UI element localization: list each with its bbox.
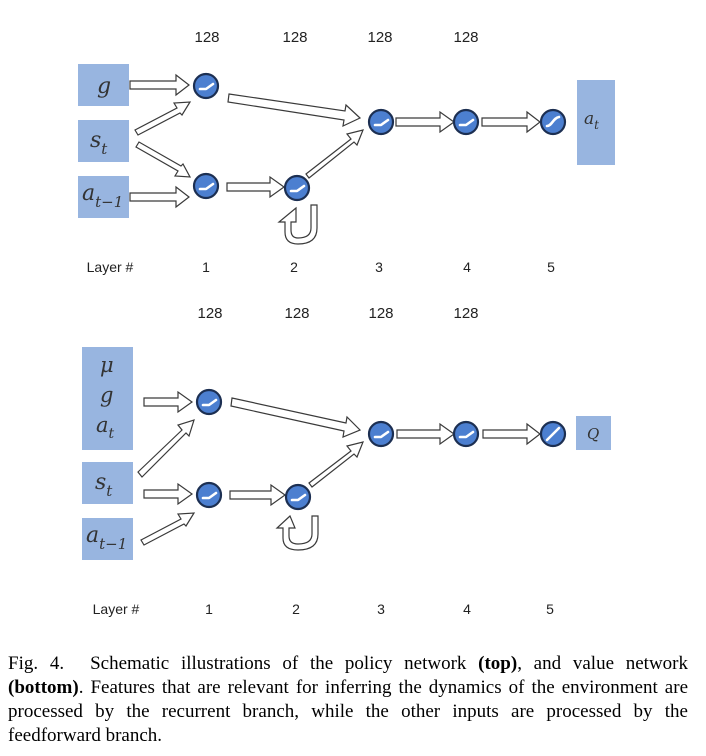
arrow-l4-to-l5 [482, 422, 541, 446]
relu-node-layer-3 [367, 420, 395, 448]
arrow-st-to-l1b [143, 482, 194, 506]
layer-number-2: 2 [290, 259, 298, 275]
output-box-at [577, 80, 615, 165]
arrow-st-to-l1 [134, 101, 192, 136]
relu-node-layer-2 [283, 174, 311, 202]
layer-number-2: 2 [292, 601, 300, 617]
arrow-l1-to-l3 [230, 397, 362, 438]
tanh-node-layer-5 [539, 108, 567, 136]
unit-count-layer-1: 128 [197, 305, 222, 322]
linear-node-layer-5 [539, 420, 567, 448]
arrow-l1b-to-l2 [226, 175, 286, 199]
value-network: 128 128 128 128 μ g at st at−1 Q [82, 305, 611, 617]
layer-number-3: 3 [377, 601, 385, 617]
input-box-mu-g-at [82, 347, 133, 450]
caption-text-3: . Features that are relevant for inferri… [8, 677, 688, 746]
policy-network: 128 128 128 128 g st at−1 at L [78, 29, 615, 275]
arrow-st-to-l1b [135, 141, 192, 178]
input-box-st [78, 120, 129, 162]
arrow-group-to-l1 [143, 390, 194, 414]
arrow-l2-to-l3 [305, 129, 364, 179]
input-box-g [78, 64, 129, 106]
layer-number-5: 5 [547, 259, 555, 275]
relu-node-layer-1-recurrent-branch [192, 172, 220, 200]
output-box-q [576, 416, 611, 450]
arrow-l3-to-l4 [396, 422, 456, 446]
input-box-at-1 [82, 518, 133, 560]
arrow-l3-to-l4 [395, 110, 456, 134]
layer-axis-label: Layer # [93, 601, 140, 617]
layer-number-1: 1 [202, 259, 210, 275]
relu-node-layer-1 [192, 72, 220, 100]
input-label-a-prev: at−1 [86, 523, 127, 553]
layer-number-4: 4 [463, 259, 471, 275]
relu-node-layer-4 [452, 420, 480, 448]
layer-number-4: 4 [463, 601, 471, 617]
output-label-q: Q [587, 425, 599, 443]
network-diagram: 128 128 128 128 g st at−1 at L [78, 29, 615, 617]
output-label-at: at [584, 109, 599, 132]
arrow-g-to-l1 [129, 73, 190, 97]
arrow-st-to-l1 [137, 419, 195, 478]
unit-count-layer-2: 128 [282, 29, 307, 46]
unit-count-layer-4: 128 [453, 29, 478, 46]
arrow-l1-to-l3 [227, 93, 362, 128]
arrow-l4-to-l5 [481, 110, 541, 134]
input-label-s: st [95, 470, 113, 500]
arrow-at1-to-l1b [140, 512, 196, 546]
caption-text-2: , and value network [517, 653, 688, 674]
caption-bold-bottom: (bottom) [8, 677, 79, 698]
input-box-at-1 [78, 176, 129, 218]
recurrent-loop-value [275, 514, 319, 551]
caption-text-1: Schematic illustrations of the policy ne… [90, 653, 479, 674]
caption-bold-top: (top) [478, 653, 518, 674]
layer-number-5: 5 [546, 601, 554, 617]
input-box-st [82, 462, 133, 504]
layer-number-3: 3 [375, 259, 383, 275]
recurrent-loop-policy [277, 204, 318, 245]
relu-node-layer-1 [195, 388, 223, 416]
input-label-a-prev: at−1 [82, 181, 123, 211]
arrow-l2-to-l3 [308, 441, 364, 488]
unit-count-layer-1: 128 [194, 29, 219, 46]
input-label-a: at [96, 413, 115, 442]
unit-count-layer-2: 128 [284, 305, 309, 322]
arrow-l1b-to-l2 [229, 483, 287, 507]
unit-count-layer-3: 128 [368, 305, 393, 322]
relu-node-layer-1-recurrent-branch [195, 481, 223, 509]
input-label-g: g [97, 74, 111, 99]
input-label-g: g [100, 383, 113, 407]
layer-number-1: 1 [205, 601, 213, 617]
arrow-at1-to-l1b [129, 185, 190, 209]
relu-node-layer-2 [284, 483, 312, 511]
relu-node-layer-4 [452, 108, 480, 136]
unit-count-layer-3: 128 [367, 29, 392, 46]
layer-axis-label: Layer # [87, 259, 134, 275]
figure-label: Fig. 4. [8, 653, 65, 674]
input-label-s: st [90, 128, 108, 158]
figure-caption: Fig. 4. Schematic illustrations of the po… [8, 652, 688, 748]
relu-node-layer-3 [367, 108, 395, 136]
input-label-mu: μ [100, 353, 114, 377]
unit-count-layer-4: 128 [453, 305, 478, 322]
